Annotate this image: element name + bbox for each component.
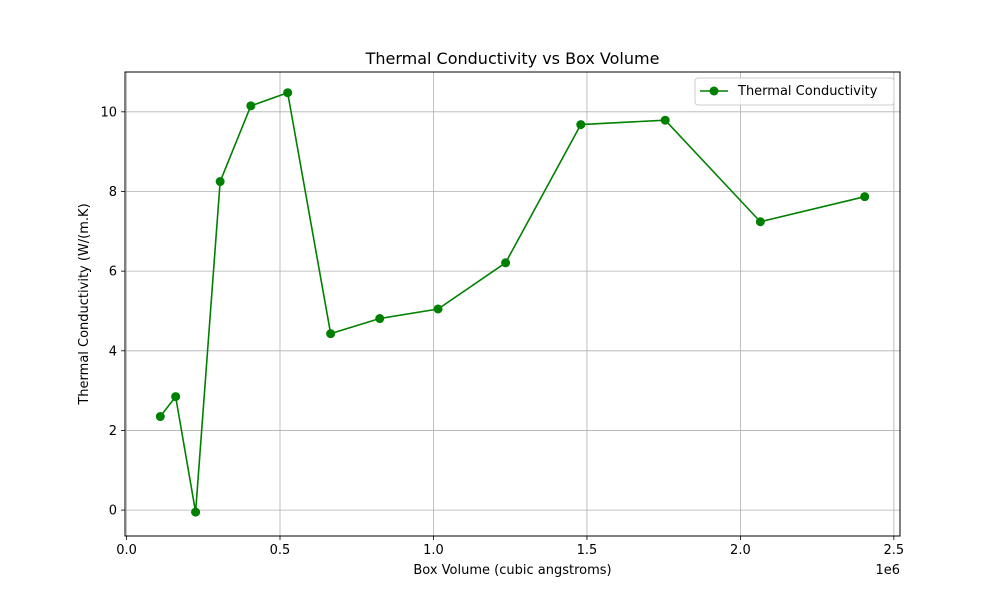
series-line: [159, 91, 865, 513]
x-tick-label: 0.0: [116, 543, 137, 558]
data-point: [860, 192, 870, 202]
data-point: [283, 88, 293, 98]
x-offset-label: 1e6: [875, 563, 900, 578]
data-point: [576, 120, 586, 130]
x-axis: 0.0 0.5 1.0 1.5 2.0 2.5: [116, 536, 904, 558]
data-point: [246, 101, 256, 111]
data-point: [660, 115, 670, 125]
y-tick-label: 8: [109, 185, 117, 200]
y-tick-label: 2: [109, 424, 117, 439]
legend-label: Thermal Conductivity: [737, 84, 878, 99]
legend-marker: [709, 86, 719, 96]
data-point: [155, 412, 165, 422]
x-tick-label: 1.5: [577, 543, 598, 558]
data-point: [375, 314, 385, 324]
data-point: [501, 258, 511, 268]
data-point: [755, 217, 765, 227]
data-point: [215, 177, 225, 187]
x-tick-label: 2.5: [884, 543, 905, 558]
chart-title: Thermal Conductivity vs Box Volume: [365, 49, 660, 68]
y-tick-label: 10: [100, 105, 117, 120]
y-tick-label: 6: [109, 265, 117, 280]
data-point: [433, 304, 443, 314]
y-tick-label: 0: [109, 504, 117, 519]
data-point: [191, 507, 201, 517]
data-point: [171, 392, 181, 402]
legend-box: [694, 77, 895, 106]
plot-frame: [124, 71, 901, 537]
x-tick-label: 1.0: [423, 543, 444, 558]
y-axis: 0 2 4 6 8 10: [100, 105, 125, 519]
data-point: [326, 329, 336, 339]
x-axis-label: Box Volume (cubic angstroms): [413, 563, 611, 578]
y-axis-label: Thermal Conductivity (W/(m.K): [77, 203, 92, 405]
legend: Thermal Conductivity: [694, 77, 895, 106]
series-layer: [155, 88, 870, 517]
x-tick-label: 0.5: [270, 543, 291, 558]
grid: [125, 72, 900, 536]
x-tick-label: 2.0: [730, 543, 751, 558]
y-tick-label: 4: [109, 344, 117, 359]
